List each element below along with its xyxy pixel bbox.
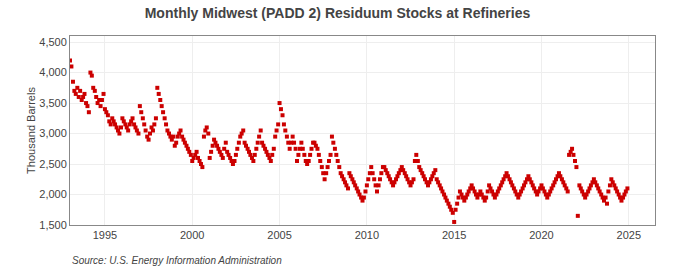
svg-text:2,000: 2,000 <box>39 188 67 200</box>
svg-text:3,000: 3,000 <box>39 127 67 139</box>
svg-text:Source: U.S. Energy Informatio: Source: U.S. Energy Information Administ… <box>72 255 282 266</box>
svg-text:1,500: 1,500 <box>39 219 67 231</box>
svg-text:2020: 2020 <box>529 229 553 241</box>
svg-text:Monthly Midwest (PADD 2) Resid: Monthly Midwest (PADD 2) Residuum Stocks… <box>145 5 531 21</box>
svg-text:3,500: 3,500 <box>39 97 67 109</box>
svg-text:4,500: 4,500 <box>39 36 67 48</box>
svg-text:2015: 2015 <box>442 229 466 241</box>
svg-text:2000: 2000 <box>180 229 204 241</box>
svg-text:2010: 2010 <box>355 229 379 241</box>
svg-text:1995: 1995 <box>93 229 117 241</box>
svg-text:2005: 2005 <box>267 229 291 241</box>
svg-text:4,000: 4,000 <box>39 66 67 78</box>
svg-text:2,500: 2,500 <box>39 158 67 170</box>
svg-text:2025: 2025 <box>617 229 641 241</box>
svg-text:Thousand Barrels: Thousand Barrels <box>25 87 37 174</box>
